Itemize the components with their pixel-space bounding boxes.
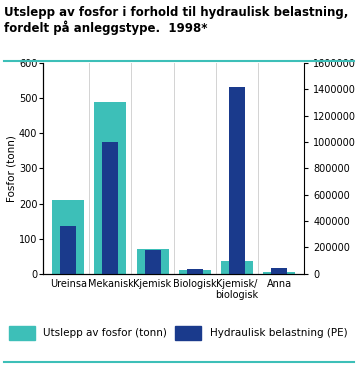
Bar [102, 142, 118, 274]
Bar [263, 272, 295, 274]
Bar [179, 270, 211, 274]
Bar [60, 226, 76, 274]
Bar [271, 268, 287, 274]
Bar [221, 262, 253, 274]
Legend: Utslepp av fosfor (tonn), Hydraulisk belastning (PE): Utslepp av fosfor (tonn), Hydraulisk bel… [9, 326, 347, 340]
Text: Utslepp av fosfor i forhold til hydraulisk belastning,
fordelt på anleggstype.  : Utslepp av fosfor i forhold til hydrauli… [4, 6, 348, 36]
Y-axis label: Fosfor (tonn): Fosfor (tonn) [6, 135, 16, 202]
Bar [136, 249, 169, 274]
Bar [145, 250, 161, 274]
Bar [187, 269, 203, 274]
Bar [95, 101, 126, 274]
Bar [229, 87, 245, 274]
Bar [52, 200, 84, 274]
